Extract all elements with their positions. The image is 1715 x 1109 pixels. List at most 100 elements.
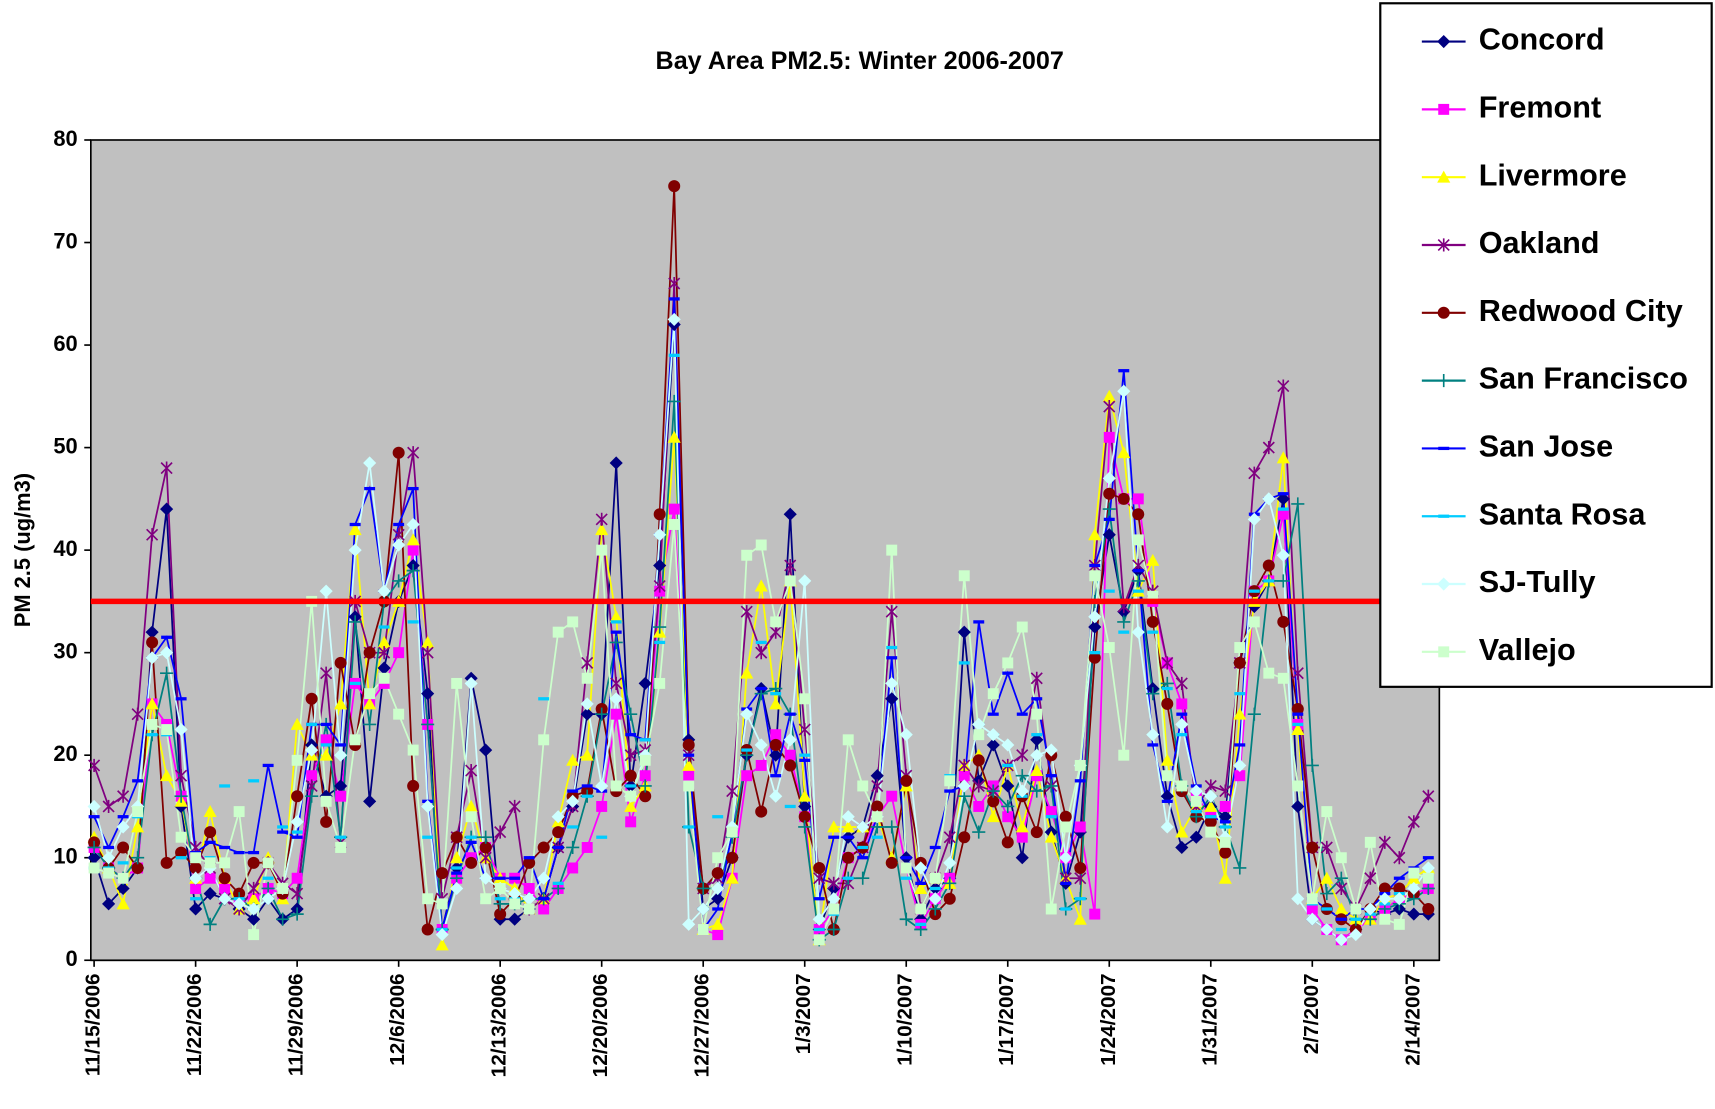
marker — [232, 897, 246, 911]
marker — [1205, 826, 1217, 838]
marker — [827, 876, 840, 890]
marker — [494, 897, 506, 901]
marker — [305, 692, 318, 705]
marker — [683, 753, 695, 757]
marker — [363, 456, 377, 470]
marker — [668, 503, 680, 515]
marker — [915, 922, 927, 927]
marker — [667, 312, 681, 326]
marker — [480, 893, 492, 905]
marker — [348, 543, 362, 557]
marker — [1030, 826, 1043, 839]
marker — [625, 784, 637, 788]
marker — [1263, 667, 1275, 679]
marker — [1118, 369, 1130, 373]
marker — [1421, 881, 1435, 896]
marker — [189, 902, 203, 916]
marker — [363, 646, 376, 659]
marker — [1248, 616, 1260, 628]
marker — [784, 749, 796, 761]
marker — [799, 753, 811, 757]
marker — [145, 651, 159, 665]
marker — [422, 835, 434, 839]
marker — [1234, 770, 1246, 782]
marker — [1321, 907, 1333, 911]
marker — [798, 574, 812, 588]
marker — [798, 789, 812, 802]
marker — [1276, 548, 1290, 562]
marker — [421, 687, 435, 701]
marker — [595, 512, 608, 526]
marker — [1176, 733, 1188, 737]
marker — [683, 825, 695, 829]
x-tick-label: 1/17/2007 — [995, 973, 1018, 1065]
marker — [349, 681, 361, 686]
marker — [871, 779, 884, 793]
marker — [741, 770, 753, 782]
marker — [117, 861, 129, 865]
marker — [1422, 856, 1434, 860]
marker — [914, 861, 928, 875]
marker — [233, 850, 245, 855]
marker — [915, 903, 927, 915]
x-tick-label: 1/24/2007 — [1097, 973, 1120, 1065]
marker — [1045, 815, 1057, 819]
marker — [464, 676, 478, 690]
marker — [668, 276, 681, 291]
marker — [609, 456, 623, 470]
marker — [116, 820, 130, 834]
marker — [566, 840, 580, 855]
marker — [596, 800, 608, 812]
y-tick-label: 40 — [53, 536, 77, 561]
marker — [421, 923, 434, 936]
marker — [1247, 707, 1261, 721]
marker — [886, 656, 898, 660]
legend-label: San Francisco — [1479, 362, 1688, 396]
marker — [1074, 821, 1086, 833]
marker — [885, 692, 899, 706]
marker — [1015, 769, 1029, 783]
marker — [102, 851, 116, 865]
marker — [1044, 779, 1058, 793]
marker — [958, 661, 970, 665]
legend-label: San Jose — [1479, 430, 1613, 464]
marker — [335, 835, 347, 839]
chart-title: Bay Area PM2.5: Winter 2006-2007 — [656, 47, 1064, 75]
marker — [770, 774, 782, 778]
marker — [610, 620, 622, 624]
marker — [958, 831, 971, 844]
marker — [1044, 830, 1058, 843]
marker — [1161, 656, 1174, 670]
marker — [1364, 836, 1376, 848]
marker — [1002, 763, 1014, 768]
marker — [741, 748, 753, 752]
marker — [1089, 651, 1101, 655]
marker — [1117, 384, 1131, 398]
marker — [1334, 902, 1348, 915]
marker — [1059, 810, 1072, 823]
marker — [1233, 656, 1246, 669]
marker — [1233, 707, 1247, 720]
marker — [1102, 471, 1116, 485]
marker — [1350, 917, 1362, 921]
marker — [1335, 852, 1347, 864]
marker — [1031, 697, 1043, 701]
marker — [725, 871, 739, 884]
marker — [972, 825, 986, 839]
marker — [174, 722, 188, 737]
marker — [161, 635, 173, 639]
marker — [320, 743, 332, 747]
marker — [639, 754, 651, 766]
marker — [87, 799, 101, 814]
marker — [552, 826, 565, 839]
marker — [306, 770, 318, 782]
marker — [319, 584, 333, 598]
marker — [132, 806, 144, 818]
x-tick-label: 12/27/2006 — [691, 973, 714, 1077]
marker — [335, 790, 347, 802]
x-tick-label: 12/6/2006 — [386, 973, 409, 1065]
marker — [1030, 764, 1044, 777]
marker — [1060, 907, 1072, 911]
marker — [567, 616, 579, 628]
marker — [899, 728, 913, 742]
